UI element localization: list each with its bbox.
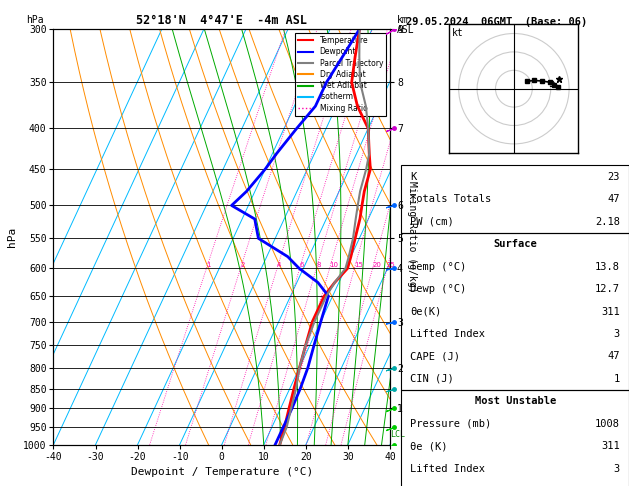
Text: 20: 20 xyxy=(372,262,381,268)
Legend: Temperature, Dewpoint, Parcel Trajectory, Dry Adiabat, Wet Adiabat, Isotherm, Mi: Temperature, Dewpoint, Parcel Trajectory… xyxy=(295,33,386,116)
Text: LCL: LCL xyxy=(390,431,405,439)
Text: θe(K): θe(K) xyxy=(410,307,442,316)
Text: Lifted Index: Lifted Index xyxy=(410,464,486,474)
Text: K: K xyxy=(410,172,416,182)
Text: CIN (J): CIN (J) xyxy=(410,374,454,384)
Text: 311: 311 xyxy=(601,441,620,451)
Text: 15: 15 xyxy=(354,262,363,268)
Y-axis label: hPa: hPa xyxy=(8,227,18,247)
Text: 1008: 1008 xyxy=(595,419,620,429)
Text: Pressure (mb): Pressure (mb) xyxy=(410,419,492,429)
Text: Most Unstable: Most Unstable xyxy=(474,397,556,406)
Text: 12.7: 12.7 xyxy=(595,284,620,294)
Text: Lifted Index: Lifted Index xyxy=(410,329,486,339)
Text: 13.8: 13.8 xyxy=(595,261,620,272)
Text: ASL: ASL xyxy=(397,25,415,35)
X-axis label: Dewpoint / Temperature (°C): Dewpoint / Temperature (°C) xyxy=(131,467,313,477)
Text: km: km xyxy=(397,15,408,25)
Text: 2: 2 xyxy=(240,262,245,268)
Text: 8: 8 xyxy=(316,262,321,268)
Y-axis label: Mixing Ratio (g/kg): Mixing Ratio (g/kg) xyxy=(407,181,416,293)
Text: 47: 47 xyxy=(608,351,620,362)
Text: hPa: hPa xyxy=(26,15,44,25)
Text: 311: 311 xyxy=(601,307,620,316)
Text: 3: 3 xyxy=(614,329,620,339)
Text: kt: kt xyxy=(452,28,464,38)
Text: Totals Totals: Totals Totals xyxy=(410,194,492,204)
Text: Surface: Surface xyxy=(493,239,537,249)
Text: θe (K): θe (K) xyxy=(410,441,448,451)
Text: 10: 10 xyxy=(330,262,338,268)
Text: 1: 1 xyxy=(614,374,620,384)
Text: 29.05.2024  06GMT  (Base: 06): 29.05.2024 06GMT (Base: 06) xyxy=(406,17,587,27)
Text: 23: 23 xyxy=(608,172,620,182)
Text: Dewp (°C): Dewp (°C) xyxy=(410,284,467,294)
Text: 6: 6 xyxy=(299,262,304,268)
Text: 47: 47 xyxy=(608,194,620,204)
Title: 52°18'N  4°47'E  -4m ASL: 52°18'N 4°47'E -4m ASL xyxy=(136,14,307,27)
Text: 3: 3 xyxy=(614,464,620,474)
Text: 2.18: 2.18 xyxy=(595,217,620,226)
Text: PW (cm): PW (cm) xyxy=(410,217,454,226)
Text: 4: 4 xyxy=(277,262,281,268)
Text: CAPE (J): CAPE (J) xyxy=(410,351,460,362)
Text: 25: 25 xyxy=(387,262,396,268)
Text: 1: 1 xyxy=(206,262,211,268)
Text: Temp (°C): Temp (°C) xyxy=(410,261,467,272)
